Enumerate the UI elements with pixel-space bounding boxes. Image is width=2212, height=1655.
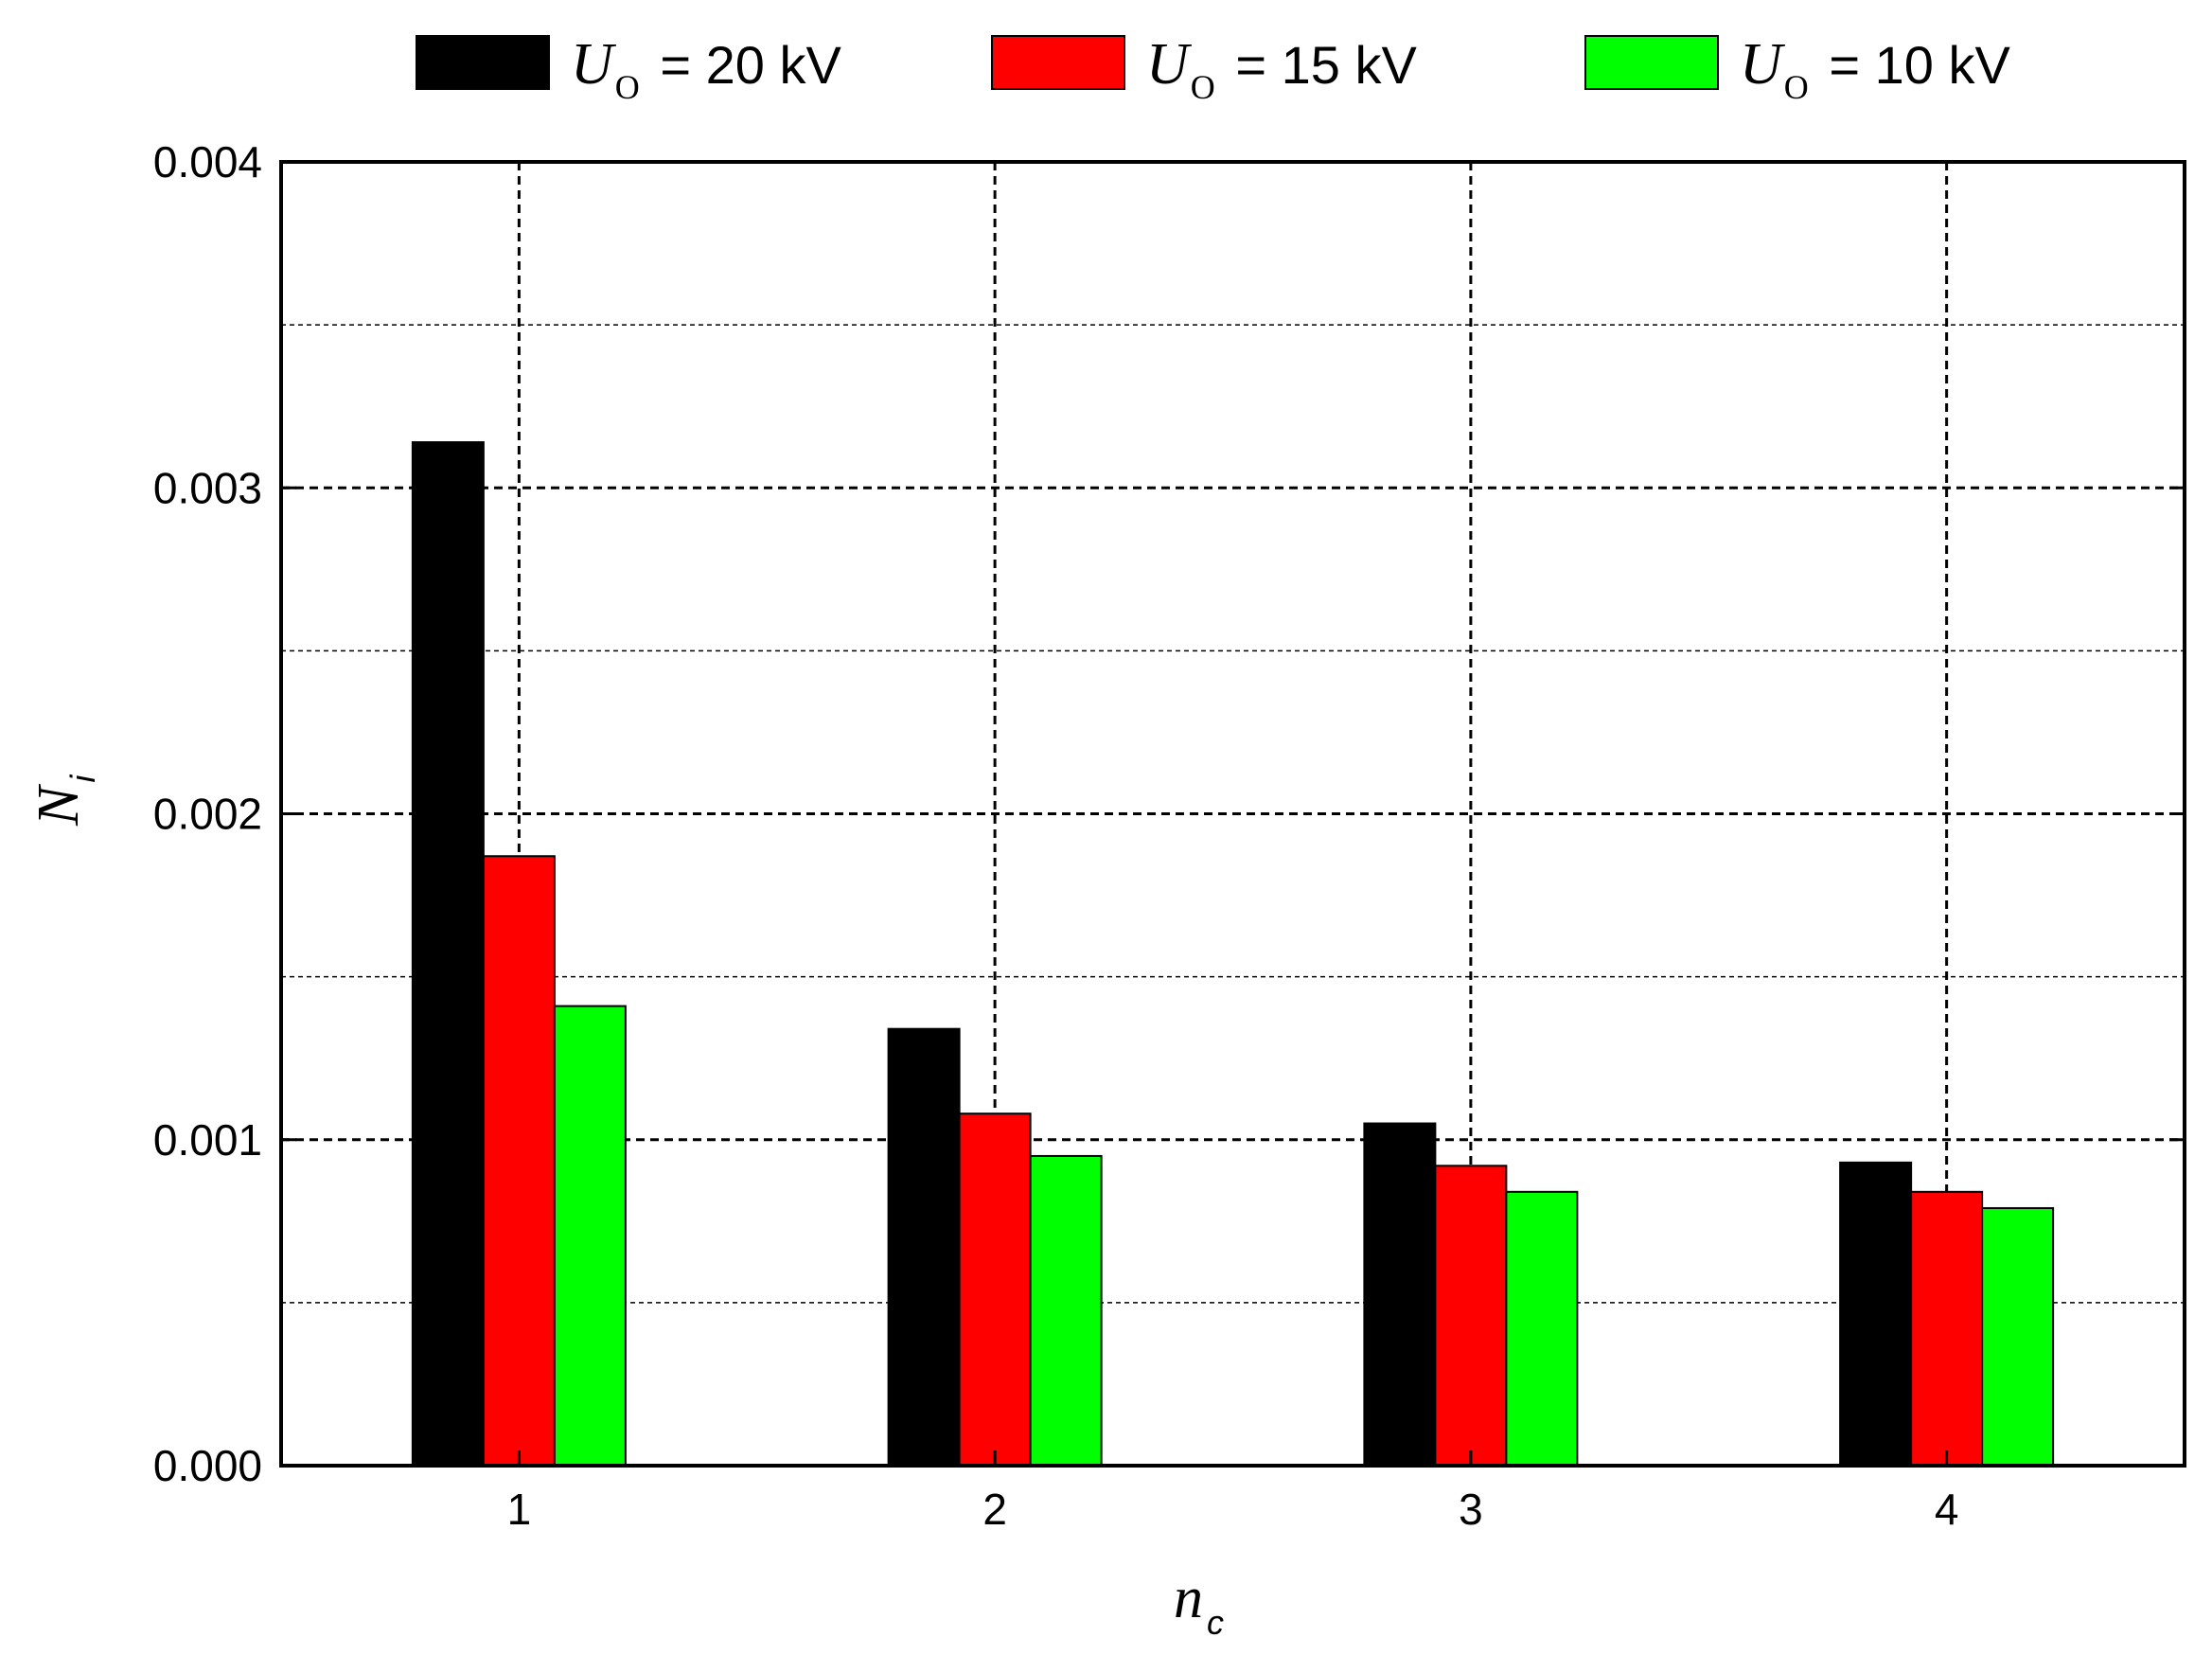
legend-swatch <box>991 35 1125 90</box>
bar <box>1981 1207 2055 1467</box>
y-tick-label: 0.001 <box>153 1115 262 1165</box>
x-tick-label: 4 <box>1935 1485 1959 1534</box>
bars <box>411 441 2055 1468</box>
bar <box>553 1005 627 1468</box>
x-tick-label: 3 <box>1459 1485 1483 1534</box>
y-tick-label: 0.004 <box>153 137 262 187</box>
legend-label: UO = 10 kV <box>1740 32 2010 106</box>
bar <box>1363 1122 1437 1467</box>
bar <box>1434 1165 1508 1468</box>
y-axis-label: Ni <box>27 774 102 827</box>
y-tick-label: 0.003 <box>153 463 262 512</box>
x-tick-label: 1 <box>507 1485 532 1534</box>
bar <box>1839 1161 1913 1468</box>
bar <box>482 855 556 1467</box>
bar <box>958 1112 1032 1467</box>
bar <box>887 1027 961 1467</box>
bar <box>1029 1154 1103 1468</box>
axis-ticks: 0.000 0.001 0.002 0.003 0.004 1 2 3 4 <box>153 137 2185 1534</box>
legend-swatch <box>416 35 550 90</box>
x-tick-label: 2 <box>982 1485 1007 1534</box>
bar <box>1505 1190 1579 1467</box>
y-tick-label: 0.002 <box>153 790 262 839</box>
axis-labels: n c Ni <box>27 774 1224 1642</box>
legend-label: UO = 20 kV <box>571 32 841 106</box>
legend-label: UO = 15 kV <box>1146 32 1417 106</box>
legend: UO = 20 kV UO = 15 kV UO = 10 kV <box>416 32 2010 106</box>
legend-swatch <box>1584 35 1719 90</box>
bar <box>411 441 485 1467</box>
bar <box>1910 1190 1984 1467</box>
y-tick-label: 0.000 <box>153 1441 262 1490</box>
